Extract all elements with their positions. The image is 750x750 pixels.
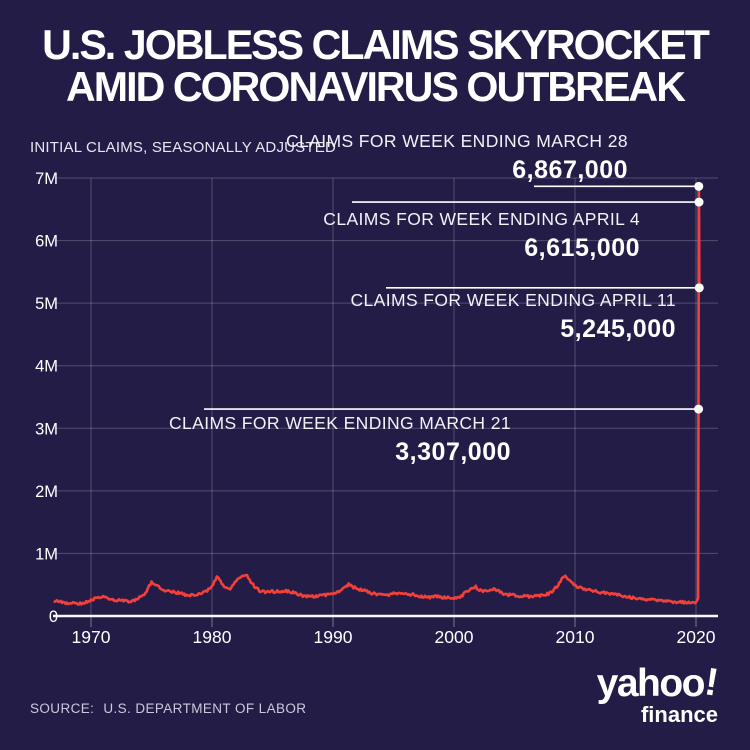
x-tick-label-1990: 1990 [314,627,353,647]
annotation-dot-march-21 [694,404,704,414]
annotation-april-4: CLAIMS FOR WEEK ENDING APRIL 4 6,615,000 [323,209,640,263]
annotation-label-march-21: CLAIMS FOR WEEK ENDING MARCH 21 [168,413,511,433]
x-tick-label-1970: 1970 [72,627,111,647]
claims-line-series [53,185,701,606]
x-tick-label-1980: 1980 [193,627,232,647]
y-tick-label-0: 0 [49,608,58,626]
annotation-dot-march-28 [694,181,704,191]
annotation-dot-april-11 [694,283,704,293]
annotation-dot-april-4 [694,197,704,207]
source-note: SOURCE: U.S. DEPARTMENT OF LABOR [30,701,306,716]
title-line-2: AMID CORONAVIRUS OUTBREAK [66,63,686,110]
page-title: U.S. JOBLESS CLAIMS SKYROCKET AMID CORON… [8,24,743,108]
x-tick-label-2000: 2000 [435,627,474,647]
y-tick-label-7m: 7M [35,170,58,188]
y-tick-label-3m: 3M [35,420,58,438]
logo-brand: yahoo [596,662,706,705]
y-tick-label-6m: 6M [35,233,58,251]
source-label: SOURCE: [30,701,95,716]
annotation-label-april-4: CLAIMS FOR WEEK ENDING APRIL 4 [323,209,640,229]
annotation-value-april-4: 6,615,000 [524,234,640,262]
x-tick-label-2010: 2010 [556,627,595,647]
annotation-value-april-11: 5,245,000 [560,315,676,343]
y-tick-label-5m: 5M [35,295,58,313]
annotation-march-21: CLAIMS FOR WEEK ENDING MARCH 21 3,307,000 [169,413,511,467]
yahoo-finance-logo: yahoo! finance [596,660,722,727]
chart-subtitle: INITIAL CLAIMS, SEASONALLY ADJUSTED [30,139,336,156]
annotation-label-march-28: CLAIMS FOR WEEK ENDING MARCH 28 [285,131,628,151]
source-text: U.S. DEPARTMENT OF LABOR [103,701,307,716]
annotation-april-11: CLAIMS FOR WEEK ENDING APRIL 11 5,245,000 [350,290,676,344]
annotation-value-march-28: 6,867,000 [512,156,628,184]
logo-wordmark: yahoo! [596,660,722,705]
y-tick-label-2m: 2M [35,483,58,501]
y-tick-label-4m: 4M [35,358,58,376]
annotation-label-april-11: CLAIMS FOR WEEK ENDING APRIL 11 [350,290,676,310]
y-tick-label-1m: 1M [35,545,58,563]
x-tick-label-2020: 2020 [677,627,716,647]
title-line-1: U.S. JOBLESS CLAIMS SKYROCKET [42,21,710,68]
annotation-march-28: CLAIMS FOR WEEK ENDING MARCH 28 6,867,000 [286,131,628,185]
logo-finance: finance [640,702,718,727]
annotation-value-march-21: 3,307,000 [395,438,511,466]
